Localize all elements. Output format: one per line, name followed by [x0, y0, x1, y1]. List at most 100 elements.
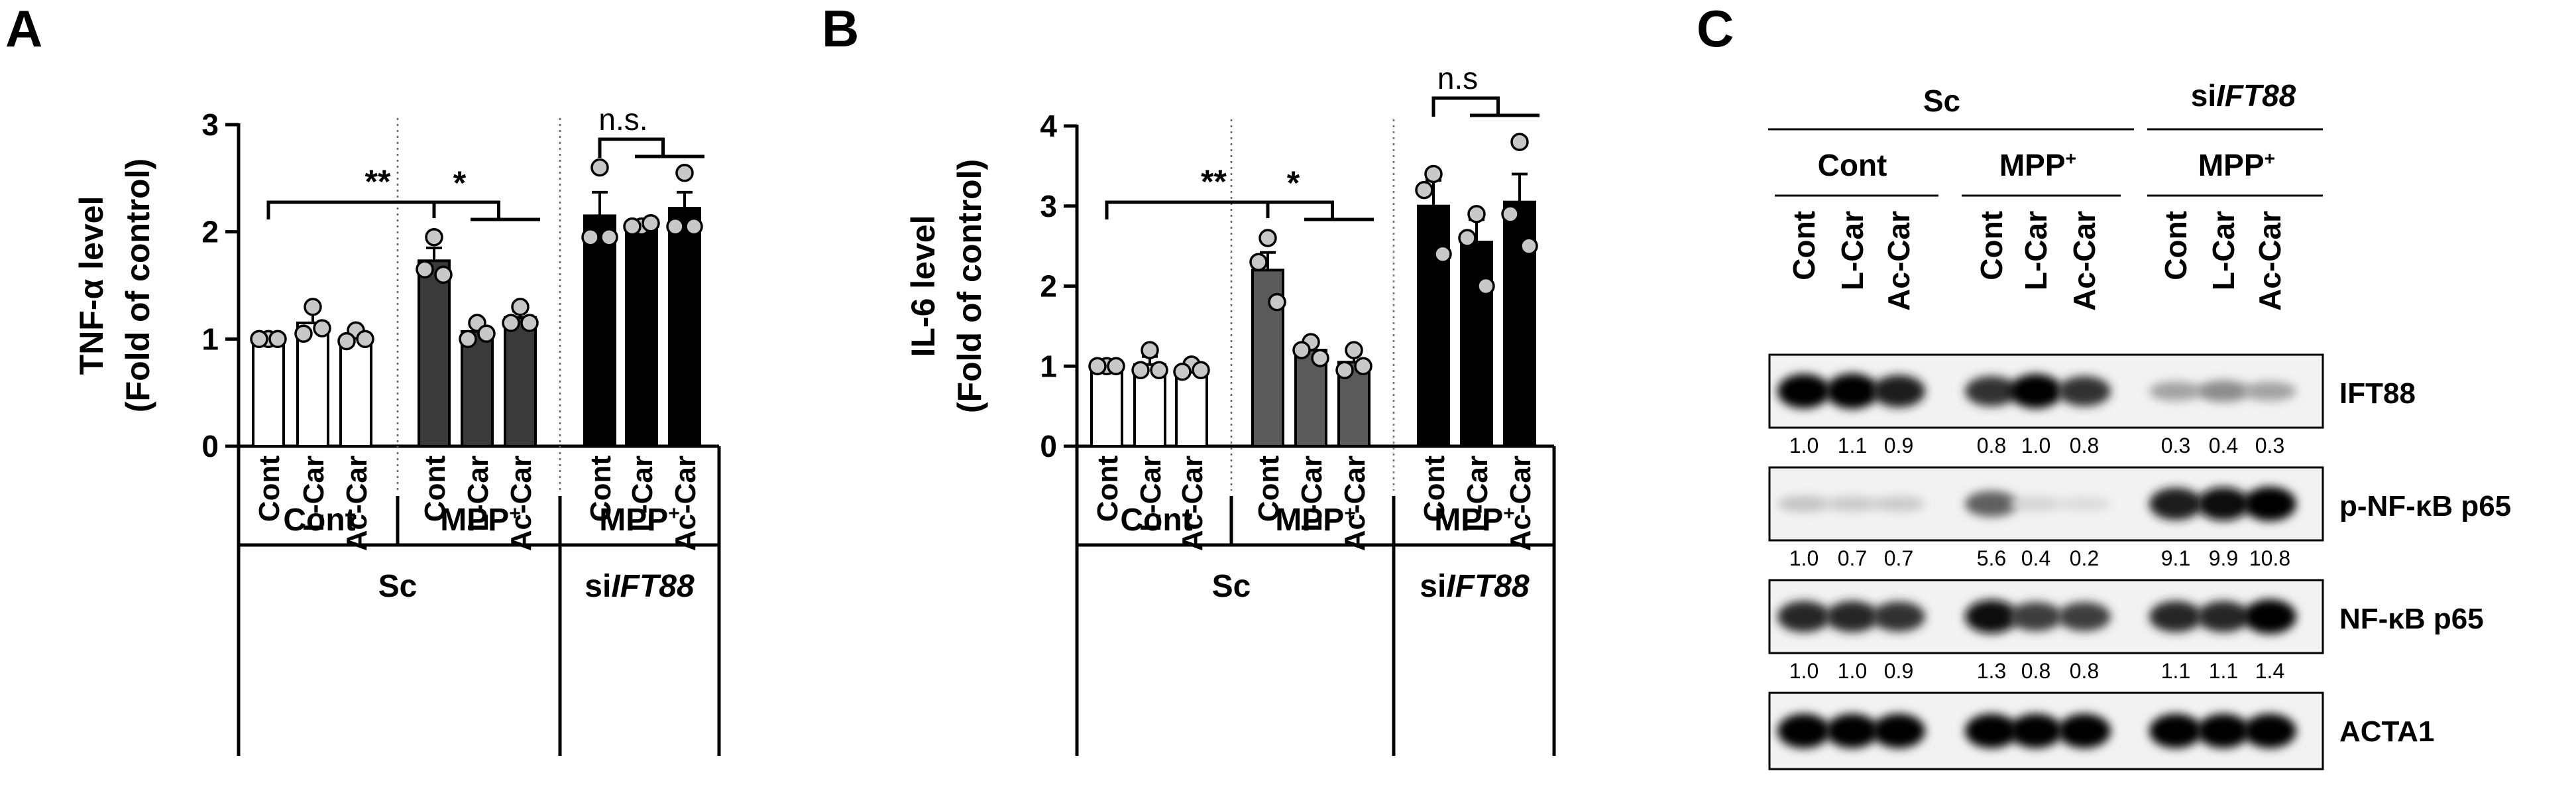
significance-bracket — [1266, 200, 1374, 221]
data-point — [1415, 180, 1433, 200]
blot-lane-label: Ac-Car — [2067, 211, 2101, 311]
blot-quant-value: 1.1 — [2161, 659, 2190, 683]
blot-quant-value: 10.8 — [2249, 546, 2290, 570]
blot-band — [2243, 713, 2296, 749]
blot-subgroup-label: Cont — [1818, 148, 1887, 182]
y-tick-label: 1 — [1040, 349, 1057, 383]
blot-band — [1777, 495, 1830, 513]
x-tick-label: Cont — [1418, 455, 1451, 522]
blot-quant-value: 1.3 — [1977, 659, 2006, 683]
blot-band — [2149, 713, 2202, 749]
significance-bracket — [1431, 96, 1540, 117]
data-point — [1249, 253, 1268, 272]
data-point — [1520, 237, 1538, 255]
blot-band — [2149, 487, 2202, 520]
blot-quant-value: 1.0 — [2021, 434, 2050, 457]
blot-quant-value: 1.1 — [1838, 434, 1867, 457]
bar — [1503, 200, 1536, 448]
blot-band — [2197, 601, 2250, 633]
main-label-siift88: siIFT88 — [585, 569, 695, 604]
blot-band — [2243, 599, 2296, 634]
bar — [418, 259, 451, 448]
blot-band — [1777, 713, 1830, 749]
significance-label: n.s — [1437, 61, 1478, 95]
blot-band — [2058, 497, 2111, 511]
blot-quant-value: 9.1 — [2161, 546, 2190, 570]
group-label: Cont — [1120, 503, 1192, 538]
blot-quant-value: 0.8 — [2070, 659, 2099, 683]
y-axis-label-line1: TNF-α level — [73, 196, 110, 375]
data-point — [666, 217, 685, 236]
bar — [1175, 367, 1208, 448]
blot-band — [2009, 602, 2062, 631]
x-tick-label: Ac-Car — [505, 455, 537, 551]
x-tick-label: L-Car — [1135, 455, 1167, 532]
blot-quant-value: 0.9 — [1884, 434, 1913, 457]
group-label: MPP+ — [599, 503, 679, 538]
significance-label: ** — [365, 163, 391, 200]
data-point — [642, 213, 660, 233]
y-tick-label: 2 — [1040, 269, 1057, 304]
blot-band — [1965, 376, 2018, 406]
data-point — [356, 330, 374, 349]
x-tick-label: Cont — [419, 455, 451, 522]
blot-quant-value: 1.4 — [2255, 659, 2284, 683]
blot-band — [1826, 373, 1879, 409]
blot-protein-label: ACTA1 — [2339, 715, 2434, 748]
data-point — [1131, 361, 1150, 380]
blot-band — [2009, 496, 2062, 512]
x-tick-label: Ac-Car — [669, 455, 702, 551]
data-point — [1477, 276, 1495, 296]
blot-quant-value: 1.0 — [1789, 434, 1819, 457]
group-label: MPP+ — [1275, 503, 1355, 538]
data-point — [1510, 133, 1529, 151]
x-tick-label: L-Car — [462, 455, 494, 532]
blot-quant-value: 0.3 — [2161, 434, 2190, 457]
bar — [668, 207, 701, 448]
blot-band — [1872, 496, 1925, 512]
data-point — [250, 330, 268, 349]
blot-quant-value: 0.8 — [2021, 659, 2050, 683]
data-point — [1192, 361, 1210, 380]
data-point — [623, 217, 642, 236]
bar — [296, 322, 329, 448]
data-point — [294, 324, 313, 343]
data-point — [416, 260, 434, 278]
blot-quant-value: 1.0 — [1838, 659, 1867, 683]
bar — [504, 316, 537, 448]
significance-bracket — [598, 137, 704, 158]
blot-band — [2197, 487, 2250, 521]
blot-band — [2197, 380, 2250, 402]
blot-quant-value: 1.0 — [1789, 546, 1819, 570]
blot-lane-label: Cont — [1974, 211, 2009, 280]
data-point — [1345, 341, 1363, 359]
blot-protein-label: IFT88 — [2339, 377, 2416, 410]
data-point — [268, 330, 287, 349]
data-point — [1433, 245, 1452, 263]
blot-quant-value: 0.4 — [2209, 434, 2238, 457]
y-tick-label: 0 — [1040, 429, 1057, 463]
blot-band — [1826, 713, 1879, 749]
y-axis-label-line2: (Fold of control) — [951, 159, 988, 413]
bar — [339, 335, 372, 448]
blot-quant-value: 1.0 — [1789, 659, 1819, 683]
data-point — [685, 217, 703, 236]
data-point — [477, 324, 496, 343]
x-tick-label: Cont — [585, 455, 617, 522]
blot-quant-value: 0.3 — [2255, 434, 2284, 457]
bar — [1337, 361, 1371, 448]
blot-subgroup-label: MPP+ — [1999, 148, 2076, 182]
significance-bracket — [432, 200, 540, 221]
data-point — [520, 314, 539, 332]
bar — [625, 225, 658, 448]
blot-group-siift88: siIFT88 — [2191, 78, 2296, 113]
x-tick-label: Ac-Car — [341, 455, 373, 551]
blot-band — [1965, 491, 2018, 517]
x-tick-label: Ac-Car — [1339, 455, 1371, 551]
data-point — [675, 164, 694, 182]
blot-lane-label: Ac-Car — [1881, 211, 1916, 311]
significance-label: * — [1287, 164, 1300, 202]
